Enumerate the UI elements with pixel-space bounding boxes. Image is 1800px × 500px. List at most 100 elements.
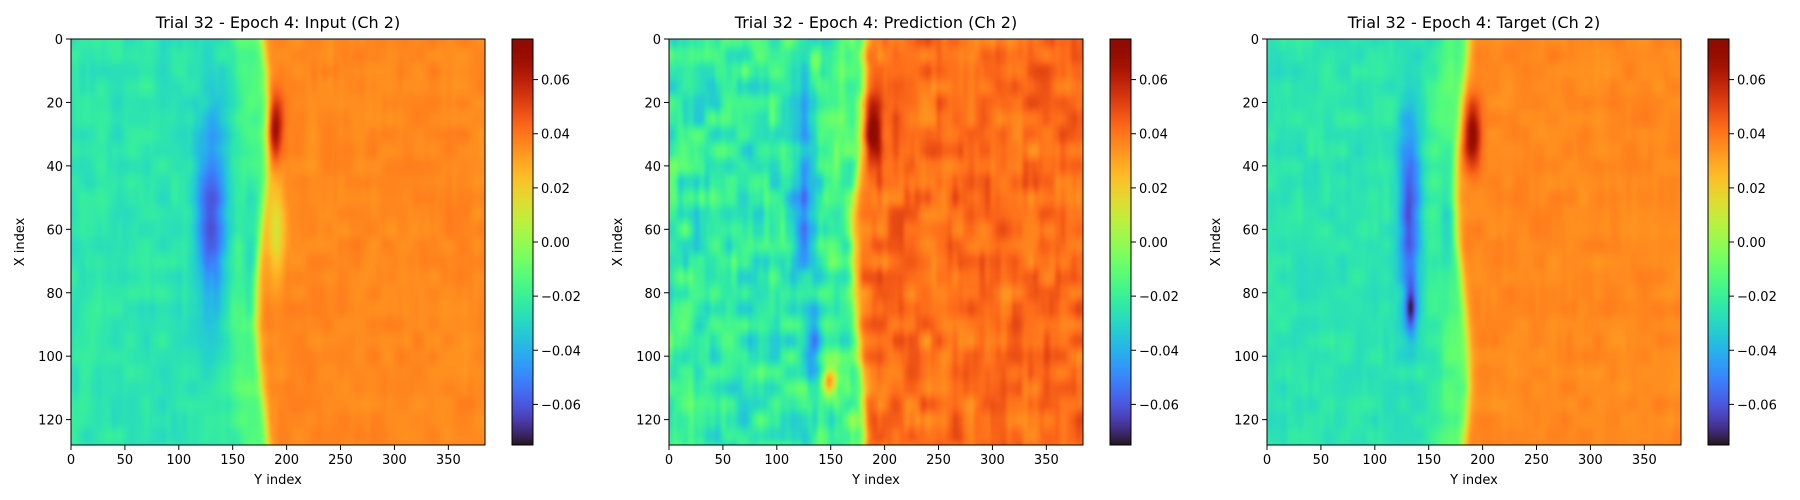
y-tick-label: 80: [644, 287, 661, 302]
x-tick-label: 50: [117, 453, 134, 468]
colorbar-canvas-wrapper: [512, 39, 533, 445]
heatmap-canvas-wrapper: [71, 39, 485, 445]
x-tick-label: 350: [436, 453, 461, 468]
heatmap-canvas-wrapper: [1267, 39, 1681, 445]
colorbar-canvas-wrapper: [1708, 39, 1729, 445]
x-tick-label: 150: [818, 453, 843, 468]
y-axis-label: X index: [13, 217, 28, 266]
colorbar-tick-label: 0.00: [541, 236, 570, 251]
x-tick-label: 100: [166, 453, 191, 468]
colorbar-tick-label: 0.00: [1139, 236, 1168, 251]
colorbar-tick-label: −0.06: [541, 398, 581, 413]
heatmap-image: [669, 39, 1083, 445]
colorbar-tick-label: 0.00: [1737, 236, 1766, 251]
y-tick-label: 80: [1242, 287, 1259, 302]
heatmap-canvas-wrapper: [669, 39, 1083, 445]
colorbar-gradient: [512, 39, 533, 445]
y-tick-label: 120: [636, 414, 661, 429]
y-tick-label: 100: [636, 350, 661, 365]
x-axis-ticks: 0 50 100 150 200 250 300 350: [67, 445, 461, 468]
chart-title: Trial 32 - Epoch 4: Input (Ch 2): [155, 13, 400, 32]
colorbar-tick-label: 0.06: [541, 74, 570, 89]
y-tick-label: 120: [1234, 414, 1259, 429]
chart-title: Trial 32 - Epoch 4: Target (Ch 2): [1347, 13, 1600, 32]
y-tick-label: 0: [1251, 33, 1259, 48]
x-tick-label: 250: [926, 453, 951, 468]
panel-target: Trial 32 - Epoch 4: Target (Ch 2) 0 50 100…: [1209, 13, 1777, 488]
colorbar-tick-label: 0.02: [1737, 182, 1766, 197]
plot-frame: [1266, 38, 1682, 446]
y-tick-label: 40: [46, 160, 63, 175]
y-tick-label: 60: [644, 223, 661, 238]
chart-title: Trial 32 - Epoch 4: Prediction (Ch 2): [734, 13, 1017, 32]
colorbar-tick-label: −0.04: [1139, 344, 1179, 359]
x-tick-label: 200: [274, 453, 299, 468]
y-tick-label: 40: [644, 160, 661, 175]
colorbar-tick-label: −0.02: [1139, 290, 1179, 305]
y-tick-label: 20: [1242, 96, 1259, 111]
x-tick-label: 150: [220, 453, 245, 468]
y-tick-label: 100: [38, 350, 63, 365]
x-tick-label: 300: [980, 453, 1005, 468]
x-tick-label: 350: [1632, 453, 1657, 468]
y-tick-label: 60: [46, 223, 63, 238]
y-axis-ticks: 0 20 40 60 80 100 120: [38, 33, 71, 429]
colorbar-canvas-wrapper: [1110, 39, 1131, 445]
colorbar-tick-label: 0.04: [1139, 128, 1168, 143]
y-axis-ticks: 0 20 40 60 80 100 120: [1234, 33, 1267, 429]
panel-input: Trial 32 - Epoch 4: Input (Ch 2) 0 50 100 1…: [13, 13, 581, 488]
colorbar-ticks: 0.06 0.04 0.02 0.00 −0.02 −0.04 −0.06: [533, 74, 581, 413]
colorbar-tick-label: 0.06: [1737, 74, 1766, 89]
heatmap-image: [71, 39, 485, 445]
colorbar-tick-label: −0.02: [541, 290, 581, 305]
colorbar-tick-label: 0.06: [1139, 74, 1168, 89]
x-tick-label: 200: [872, 453, 897, 468]
colorbar-tick-label: −0.06: [1737, 398, 1777, 413]
panel-prediction: Trial 32 - Epoch 4: Prediction (Ch 2) 0 5…: [611, 13, 1179, 488]
x-tick-label: 250: [328, 453, 353, 468]
x-axis-label: Y index: [1449, 473, 1498, 488]
plot-frame: [668, 38, 1084, 446]
colorbar-ticks: 0.06 0.04 0.02 0.00 −0.02 −0.04 −0.06: [1729, 74, 1777, 413]
x-tick-label: 200: [1470, 453, 1495, 468]
y-axis-ticks: 0 20 40 60 80 100 120: [636, 33, 669, 429]
x-tick-label: 250: [1524, 453, 1549, 468]
y-tick-label: 0: [653, 33, 661, 48]
x-tick-label: 100: [1362, 453, 1387, 468]
x-tick-label: 300: [382, 453, 407, 468]
y-axis-label: X index: [611, 217, 626, 266]
x-axis-label: Y index: [851, 473, 900, 488]
x-axis-ticks: 0 50 100 150 200 250 300 350: [665, 445, 1059, 468]
x-tick-label: 50: [715, 453, 732, 468]
colorbar-tick-label: 0.04: [541, 128, 570, 143]
y-axis-label: X index: [1209, 217, 1224, 266]
x-tick-label: 300: [1578, 453, 1603, 468]
colorbar-tick-label: −0.02: [1737, 290, 1777, 305]
colorbar-tick-label: −0.06: [1139, 398, 1179, 413]
x-tick-label: 0: [67, 453, 75, 468]
y-tick-label: 120: [38, 414, 63, 429]
x-axis-label: Y index: [253, 473, 302, 488]
y-tick-label: 0: [55, 33, 63, 48]
x-axis-ticks: 0 50 100 150 200 250 300 350: [1263, 445, 1657, 468]
colorbar-tick-label: 0.02: [541, 182, 570, 197]
colorbar-gradient: [1708, 39, 1729, 445]
plot-frame: [70, 38, 486, 446]
x-tick-label: 50: [1313, 453, 1330, 468]
y-tick-label: 60: [1242, 223, 1259, 238]
colorbar-tick-label: −0.04: [1737, 344, 1777, 359]
y-tick-label: 100: [1234, 350, 1259, 365]
colorbar-tick-label: −0.04: [541, 344, 581, 359]
colorbar-gradient: [1110, 39, 1131, 445]
x-tick-label: 150: [1416, 453, 1441, 468]
x-tick-label: 100: [764, 453, 789, 468]
x-tick-label: 350: [1034, 453, 1059, 468]
x-tick-label: 0: [1263, 453, 1271, 468]
y-tick-label: 40: [1242, 160, 1259, 175]
y-tick-label: 80: [46, 287, 63, 302]
colorbar-tick-label: 0.02: [1139, 182, 1168, 197]
y-tick-label: 20: [46, 96, 63, 111]
colorbar-tick-label: 0.04: [1737, 128, 1766, 143]
x-tick-label: 0: [665, 453, 673, 468]
